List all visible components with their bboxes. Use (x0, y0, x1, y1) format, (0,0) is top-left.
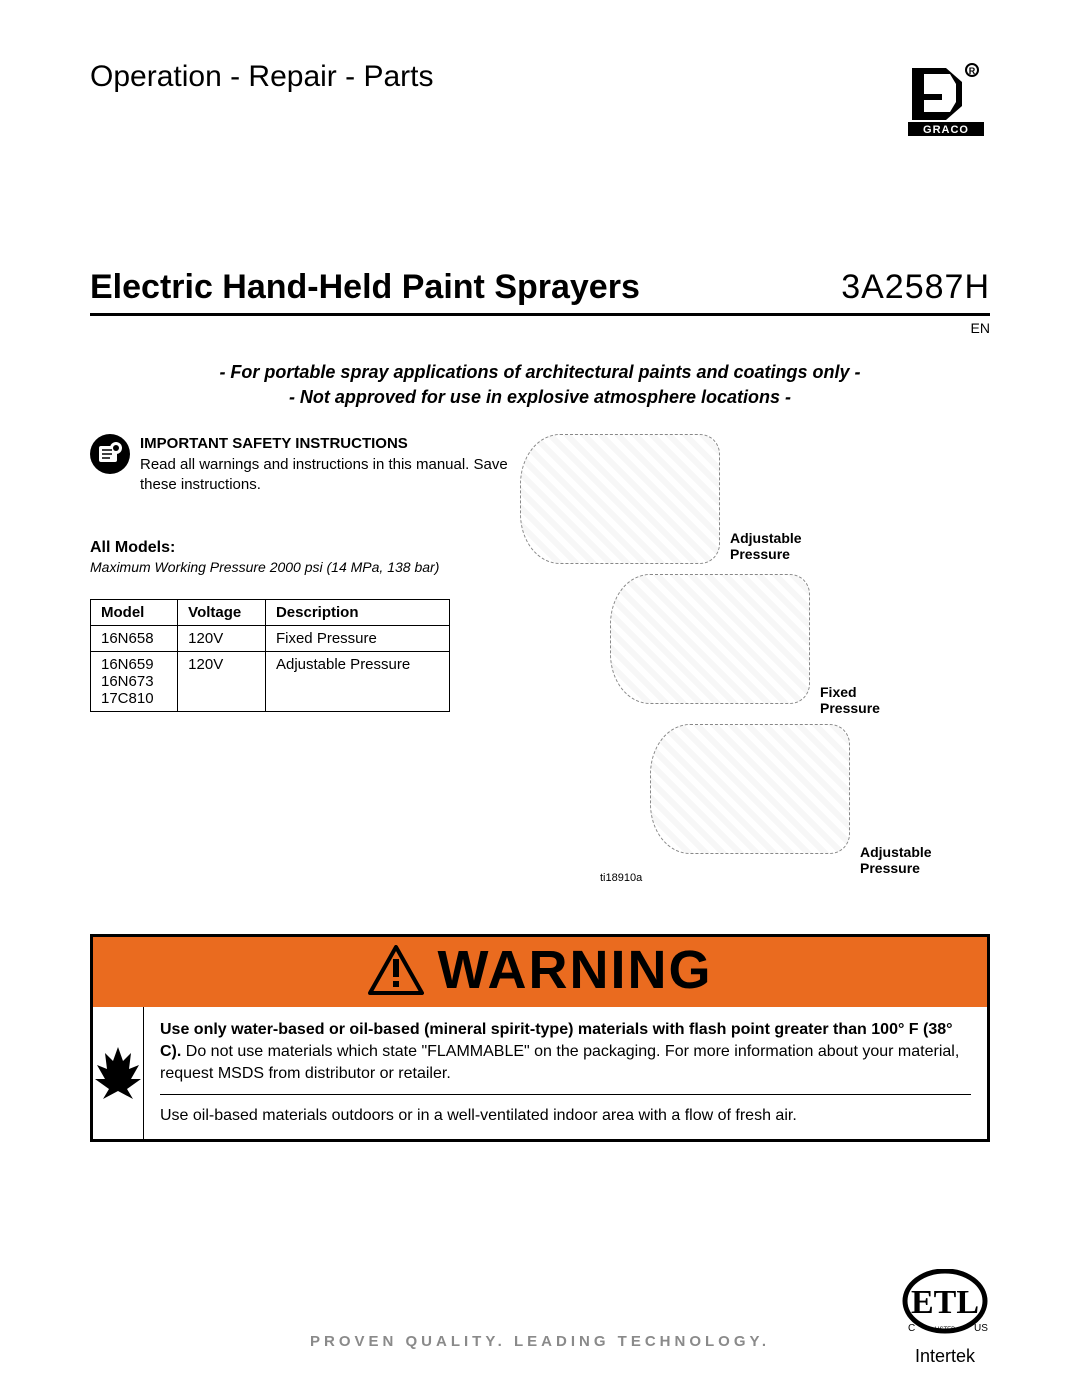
col-model: Model (91, 600, 178, 626)
sprayer-illustration (610, 574, 810, 704)
intro-line-1: - For portable spray applications of arc… (90, 360, 990, 385)
intro-line-2: - Not approved for use in explosive atmo… (90, 385, 990, 410)
cell-description: Fixed Pressure (265, 626, 449, 652)
brand-logo: R GRACO (902, 60, 990, 138)
manual-icon (90, 434, 130, 474)
table-row: 16N658 120V Fixed Pressure (91, 626, 450, 652)
brand-name-text: GRACO (923, 124, 969, 136)
cell-voltage: 120V (178, 652, 266, 712)
all-models-header: All Models: (90, 539, 510, 557)
warning-paragraph-2: Use oil-based materials outdoors or in a… (160, 1105, 971, 1127)
warning-panel: WARNING Use only water-based or oil-base… (90, 934, 990, 1141)
pressure-note: Maximum Working Pressure 2000 psi (14 MP… (90, 559, 510, 575)
svg-text:ETL: ETL (911, 1284, 979, 1321)
cell-description: Adjustable Pressure (265, 652, 449, 712)
table-row: 16N659 16N673 17C810 120V Adjustable Pre… (91, 652, 450, 712)
footer-tagline: PROVEN QUALITY. LEADING TECHNOLOGY. (310, 1333, 770, 1350)
warning-paragraph-1: Use only water-based or oil-based (miner… (160, 1019, 971, 1095)
cell-model: 16N658 (91, 626, 178, 652)
figure-label-fixed: Fixed Pressure (820, 684, 880, 716)
svg-text:LISTED: LISTED (934, 1327, 956, 1333)
models-table: Model Voltage Description 16N658 120V Fi… (90, 599, 450, 712)
cert-brand: Intertek (900, 1346, 990, 1367)
main-title: Electric Hand-Held Paint Sprayers (90, 268, 640, 307)
cert-right: US (974, 1323, 988, 1334)
col-voltage: Voltage (178, 600, 266, 626)
warning-p1-rest: Do not use materials which state "FLAMMA… (160, 1043, 959, 1082)
warning-triangle-icon (368, 945, 424, 995)
figure-label-adjustable-bottom: Adjustable Pressure (860, 844, 932, 876)
cell-model: 16N659 16N673 17C810 (91, 652, 178, 712)
flammable-icon (93, 1007, 144, 1138)
language-tag: EN (90, 320, 990, 336)
cert-left: C (908, 1323, 915, 1334)
warning-word: WARNING (438, 939, 713, 1001)
svg-text:R: R (969, 66, 976, 76)
figure-label-adjustable-top: Adjustable Pressure (730, 530, 802, 562)
sprayer-illustration (520, 434, 720, 564)
product-figure: Adjustable Pressure Fixed Pressure Adjus… (520, 434, 990, 894)
doc-category: Operation - Repair - Parts (90, 60, 433, 94)
document-number: 3A2587H (841, 268, 990, 307)
safety-body: Read all warnings and instructions in th… (140, 456, 508, 493)
sprayer-illustration (650, 724, 850, 854)
figure-reference: ti18910a (600, 872, 642, 884)
cell-voltage: 120V (178, 626, 266, 652)
warning-header: WARNING (93, 937, 987, 1007)
certification-mark: ETL C US LISTED Intertek (900, 1269, 990, 1367)
col-description: Description (265, 600, 449, 626)
safety-heading: IMPORTANT SAFETY INSTRUCTIONS (140, 435, 408, 452)
